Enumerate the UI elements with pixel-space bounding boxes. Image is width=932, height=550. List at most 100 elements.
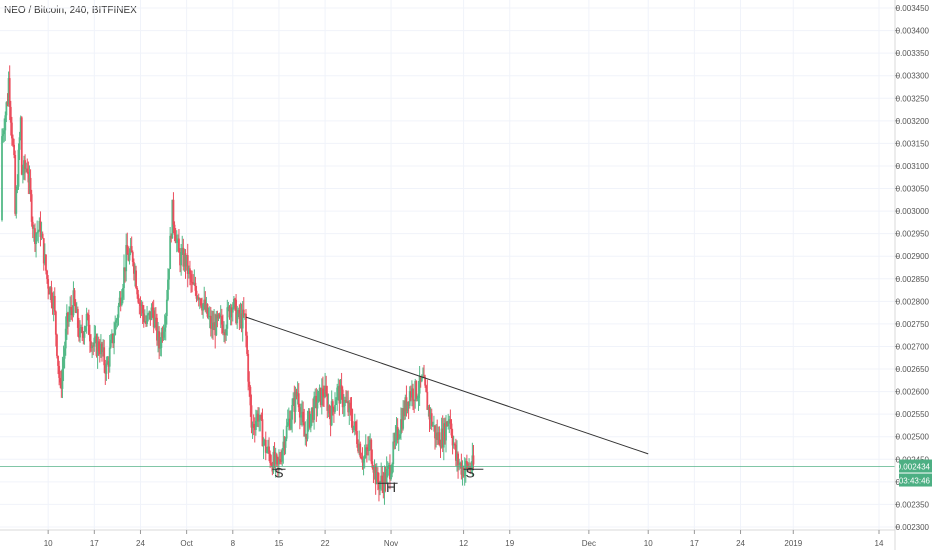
candle-body — [461, 467, 464, 475]
candle-body — [75, 309, 78, 313]
candle-body — [246, 335, 248, 354]
candle-body — [51, 302, 54, 309]
candle-body — [184, 253, 187, 267]
candle-body — [46, 270, 48, 280]
candle-body — [169, 235, 172, 269]
candle-body — [81, 326, 84, 334]
candle-body — [176, 238, 179, 240]
candle-body — [159, 347, 162, 349]
candle-body — [411, 388, 413, 398]
candle-body — [239, 313, 242, 320]
candle-body — [139, 303, 142, 307]
chart-title: NEO / Bitcoin, 240, BITFINEX — [4, 5, 137, 16]
candle-body — [313, 396, 316, 420]
candle-body — [426, 392, 429, 410]
candle-body — [283, 441, 286, 448]
candle-body — [167, 279, 169, 300]
candle-body — [448, 419, 451, 421]
candle-body — [224, 332, 226, 336]
candle-body — [319, 387, 322, 406]
candle-body — [446, 421, 448, 427]
candle-body — [36, 232, 39, 234]
candle-body — [24, 160, 26, 170]
candle-body — [281, 450, 284, 462]
candle-body — [374, 466, 377, 485]
candle-body — [268, 446, 270, 454]
grid — [0, 0, 895, 530]
y-tick-label: 0.003350 — [896, 49, 930, 58]
candle-body — [143, 321, 146, 322]
candle-body — [47, 279, 50, 289]
candle-body — [129, 246, 132, 254]
candle-body — [423, 376, 425, 378]
candle-body — [190, 274, 192, 282]
candle-body — [440, 428, 443, 448]
candle-body — [362, 458, 365, 463]
candle-body — [80, 326, 83, 329]
candle-body — [437, 432, 440, 440]
candle-body — [269, 453, 272, 464]
candle-body — [187, 268, 190, 274]
candle-body — [454, 444, 457, 461]
candle-body — [342, 405, 345, 408]
candle-body — [370, 439, 373, 462]
candle-body — [100, 343, 102, 355]
candle-body — [165, 299, 168, 317]
candle-body — [459, 462, 462, 465]
candle-body — [2, 134, 4, 137]
candle-body — [285, 425, 288, 439]
candle-body — [223, 332, 225, 334]
candle-body — [218, 314, 221, 318]
last-price-label: 0.002434 — [897, 463, 931, 472]
candle-body — [39, 220, 42, 237]
candle-body — [328, 405, 331, 414]
candle-body — [415, 381, 418, 399]
candle-body — [43, 254, 46, 264]
candle-body — [358, 443, 361, 452]
candle-body — [35, 233, 37, 245]
candle-body — [407, 401, 410, 406]
candle-body — [341, 389, 344, 408]
candle-body — [152, 310, 155, 328]
candle-body — [209, 315, 212, 329]
candle-body — [262, 441, 265, 447]
candle-body — [16, 186, 19, 190]
candle-body — [322, 388, 324, 397]
candle-body — [215, 314, 218, 336]
candle-body — [290, 419, 292, 429]
y-tick-label: 0.002650 — [896, 365, 930, 374]
candle-body — [128, 253, 131, 261]
candle-body — [278, 459, 280, 465]
candle-body — [49, 287, 52, 295]
candle-body — [232, 298, 235, 308]
candle-body — [364, 447, 367, 456]
x-tick-label: 17 — [90, 539, 99, 548]
candle-body — [250, 405, 253, 428]
candle-body — [261, 419, 264, 447]
candle-body — [135, 270, 137, 289]
candle-body — [469, 466, 472, 470]
candle-body — [256, 413, 258, 421]
y-tick-label: 0.002600 — [896, 388, 930, 397]
candle-body — [208, 315, 211, 317]
candle-body — [112, 333, 114, 344]
candle-body — [445, 421, 447, 441]
candle-body — [349, 402, 352, 409]
candle-body — [308, 411, 311, 428]
candle-body — [257, 413, 259, 422]
candle-body — [172, 199, 175, 225]
candle-body — [393, 441, 396, 443]
candle-body — [127, 254, 130, 261]
candle-body — [108, 347, 111, 367]
candle-body — [174, 234, 177, 243]
candle-body — [225, 328, 228, 336]
candle-body — [452, 444, 455, 446]
candle-body — [438, 432, 441, 446]
candle-body — [206, 304, 209, 317]
candle-body — [314, 395, 317, 397]
y-tick-label: 0.002950 — [896, 230, 930, 239]
candle-body — [354, 421, 357, 431]
trendline[interactable] — [245, 316, 649, 455]
